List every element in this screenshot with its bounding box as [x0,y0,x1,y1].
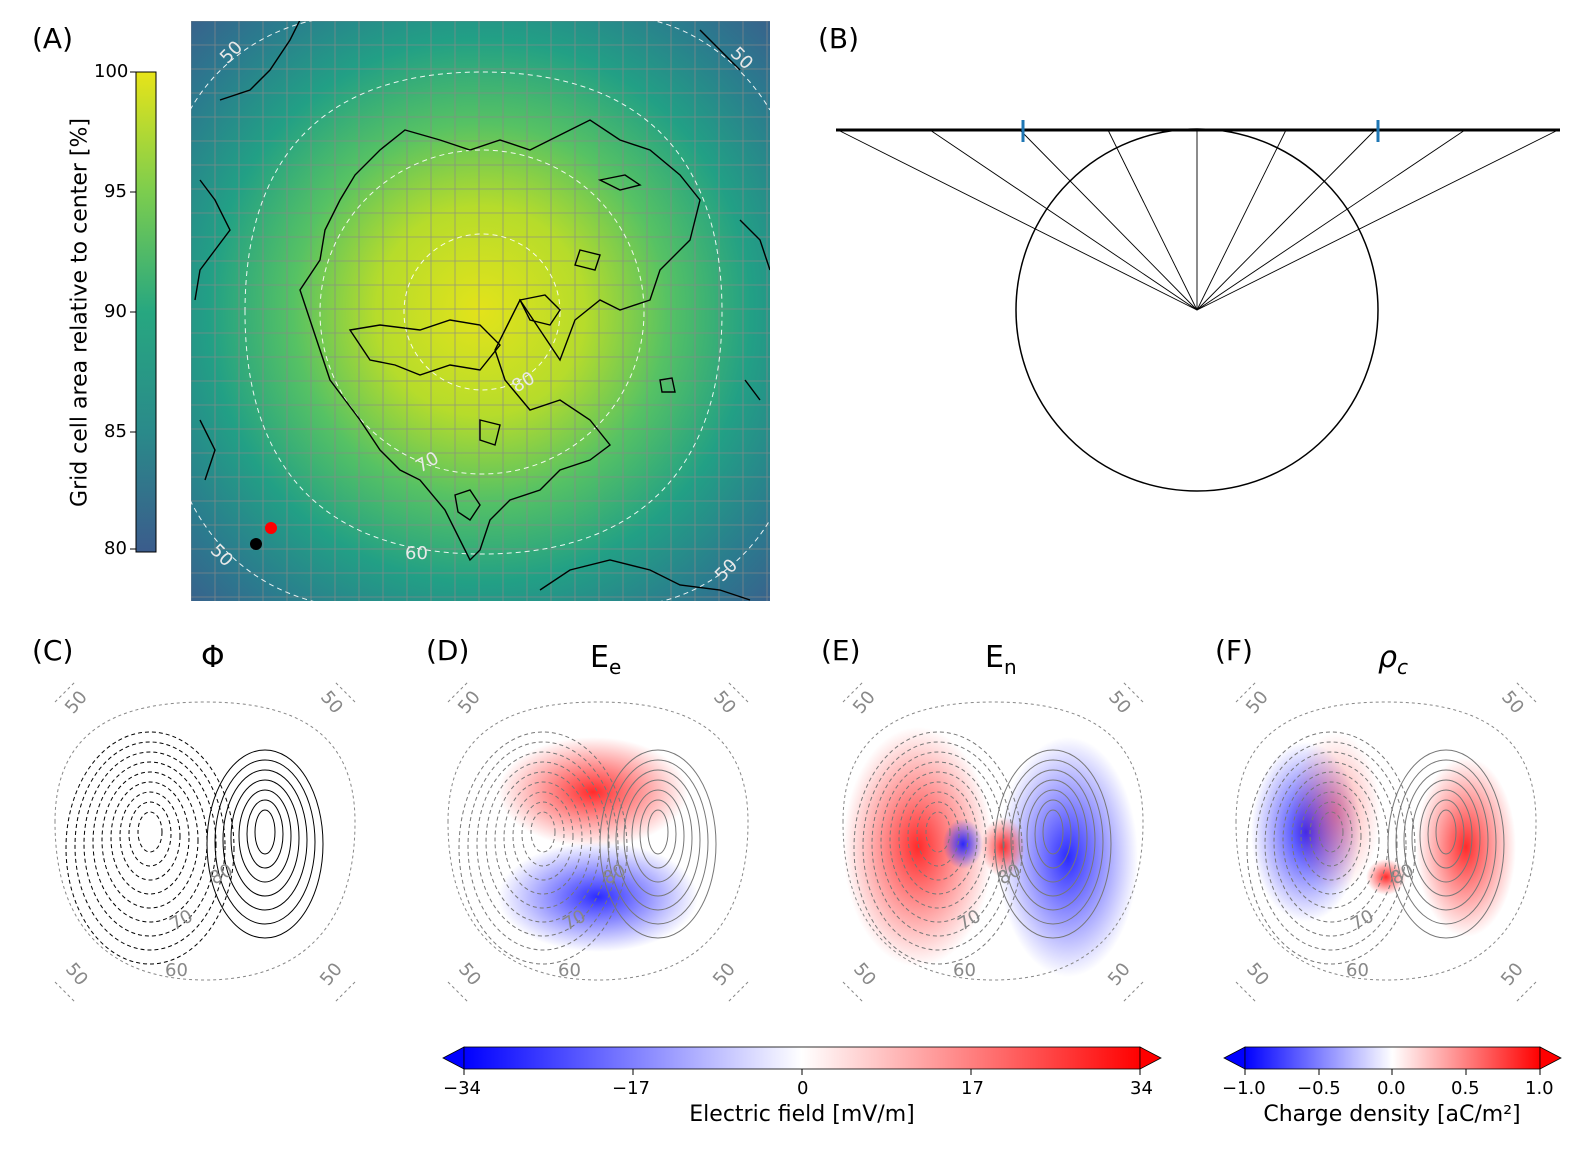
efield-tick: 34 [1130,1078,1153,1099]
panel-e-title: En [985,640,1017,679]
panel-a-label: (A) [32,22,74,55]
polar-panel-c [54,681,356,1003]
area-tick: 100 [94,61,129,82]
polar-lat-label: 60 [1346,960,1369,981]
polar-panel-e [842,681,1144,1003]
charge-tick: 1.0 [1525,1078,1554,1099]
efield-colorbar-label: Electric field [mV/m] [689,1102,915,1127]
efield-tick: 17 [961,1078,984,1099]
charge-colorbar [1223,1046,1562,1075]
panel-b-label: (B) [818,22,860,55]
panel-c-label: (C) [32,634,74,667]
polar-lat-label: 60 [558,960,581,981]
polar-lat-label: 60 [165,960,188,981]
area-tick: 95 [104,181,127,202]
area-colorbar-label: Grid cell area relative to center [%] [67,118,93,507]
charge-tick: 0.0 [1377,1078,1406,1099]
area-tick: 85 [104,421,127,442]
charge-colorbar-label: Charge density [aC/m²] [1263,1102,1521,1127]
panel-c-title: Φ [201,640,225,675]
red-dot-marker [265,522,277,534]
latitude-circles [191,21,770,601]
black-dot-marker [250,538,262,550]
panel-f-title: ρc [1378,640,1409,679]
efield-tick: 0 [797,1078,809,1099]
panel-a [130,21,770,601]
panel-d-label: (D) [426,634,470,667]
polar-panel-f [1235,681,1537,1003]
efield-tick: −34 [443,1078,481,1099]
polar-map [191,21,770,601]
electric-colorbar [442,1046,1162,1075]
projection-rays [837,129,1559,311]
lat-label: 60 [405,543,428,564]
charge-tick: 0.5 [1451,1078,1480,1099]
coastlines [194,21,770,601]
panel-b [836,120,1560,492]
area-tick: 80 [104,538,127,559]
sphere [1015,128,1379,492]
efield-tick: −17 [612,1078,650,1099]
charge-tick: −1.0 [1222,1078,1266,1099]
polar-lat-label: 60 [953,960,976,981]
panel-f-label: (F) [1215,634,1253,667]
polar-panel-d [447,681,749,1003]
panel-e-label: (E) [821,634,861,667]
area-tick: 90 [104,301,127,322]
panel-d-title: Ee [590,640,622,679]
charge-tick: −0.5 [1297,1078,1341,1099]
area-colorbar [135,71,157,553]
